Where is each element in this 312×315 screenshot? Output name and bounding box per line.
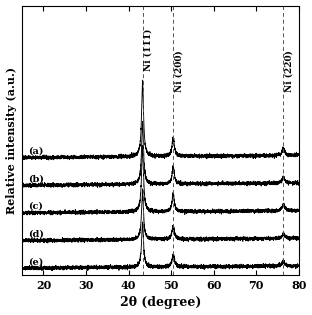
- Text: (e): (e): [28, 257, 43, 266]
- Text: (d): (d): [28, 229, 43, 238]
- X-axis label: 2θ (degree): 2θ (degree): [120, 296, 201, 309]
- Text: Ni (111): Ni (111): [144, 29, 153, 71]
- Y-axis label: Relative intensity (a.u.): Relative intensity (a.u.): [6, 67, 17, 214]
- Text: (c): (c): [28, 202, 42, 211]
- Text: Ni (200): Ni (200): [174, 50, 183, 92]
- Text: (b): (b): [28, 174, 43, 183]
- Text: (a): (a): [28, 146, 43, 156]
- Text: Ni (220): Ni (220): [285, 50, 294, 92]
